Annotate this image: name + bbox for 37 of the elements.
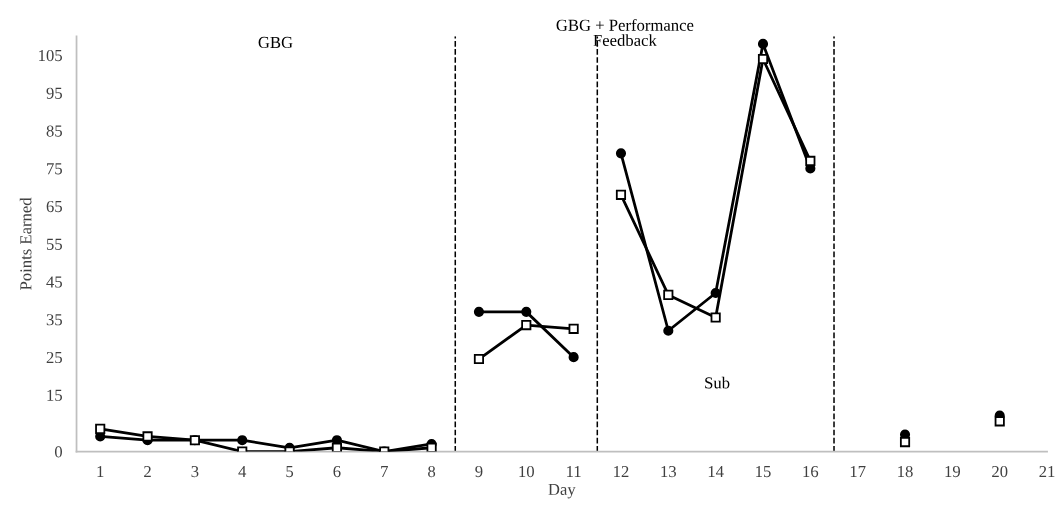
x-tick-label: 20 <box>992 465 1008 478</box>
x-tick-label: 13 <box>661 465 676 478</box>
x-tick-label: 1 <box>97 465 104 477</box>
annotation: GBG + Performance Feedback <box>556 18 694 46</box>
x-tick-label: 19 <box>945 465 961 478</box>
x-tick-label: 2 <box>144 465 151 477</box>
annotation: GBG <box>258 36 293 49</box>
annotation: Sub <box>705 376 730 389</box>
x-tick-label: 16 <box>803 465 819 478</box>
x-tick-label: 14 <box>708 465 724 477</box>
x-tick-label: 9 <box>475 465 483 478</box>
x-tick-label: 18 <box>898 465 913 478</box>
y-axis-title: Points Earned <box>19 197 32 290</box>
y-tick-label: 25 <box>46 351 62 364</box>
x-tick-label: 10 <box>519 465 534 478</box>
y-tick-label: 35 <box>46 314 62 326</box>
x-tick-label: 15 <box>756 465 771 478</box>
x-tick-label: 8 <box>428 465 436 478</box>
y-tick-label: 0 <box>54 446 63 458</box>
x-tick-label: 5 <box>286 466 294 478</box>
x-tick-label: 6 <box>333 465 341 478</box>
y-tick-label: 55 <box>46 238 62 250</box>
x-tick-label: 7 <box>381 466 388 477</box>
y-tick-label: 45 <box>46 276 62 288</box>
y-tick-label: 85 <box>46 125 62 137</box>
x-tick-label: 17 <box>850 465 866 477</box>
x-axis-title: Day <box>548 483 576 499</box>
y-tick-label: 75 <box>47 163 62 175</box>
x-tick-label: 12 <box>614 465 629 477</box>
y-tick-label: 105 <box>39 49 62 62</box>
y-tick-label: 65 <box>46 200 62 213</box>
y-tick-label: 15 <box>47 389 62 401</box>
x-tick-label: 4 <box>238 466 247 477</box>
x-tick-label: 3 <box>191 465 199 478</box>
x-tick-label: 21 <box>1039 465 1055 477</box>
y-tick-label: 95 <box>46 87 62 99</box>
x-tick-label: 11 <box>567 465 581 477</box>
